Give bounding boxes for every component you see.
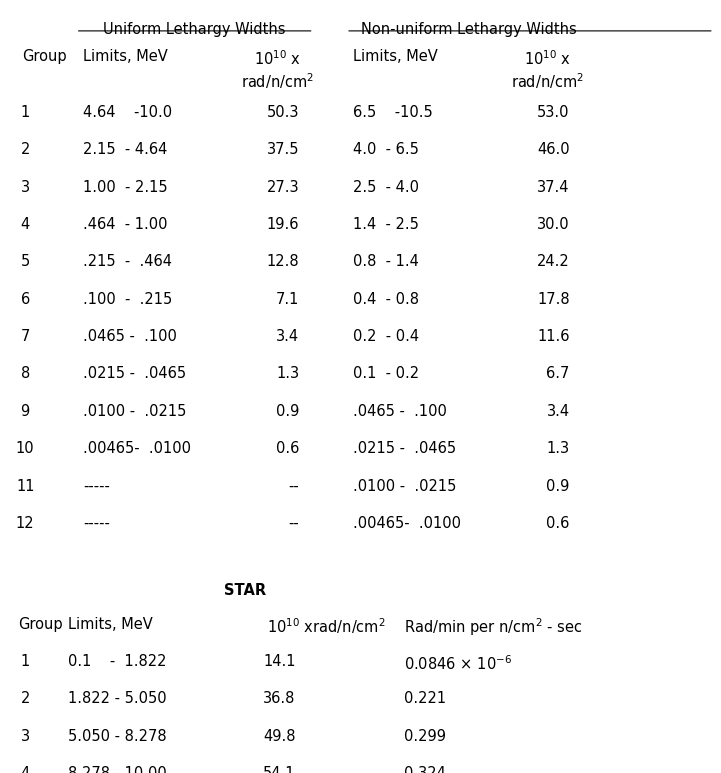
Text: 0.6: 0.6 <box>547 516 570 531</box>
Text: .00465-  .0100: .00465- .0100 <box>353 516 461 531</box>
Text: 7: 7 <box>20 329 30 344</box>
Text: 53.0: 53.0 <box>537 105 570 120</box>
Text: 1.00  - 2.15: 1.00 - 2.15 <box>83 179 167 195</box>
Text: 1.822 - 5.050: 1.822 - 5.050 <box>68 692 167 707</box>
Text: 0.4  - 0.8: 0.4 - 0.8 <box>353 291 420 307</box>
Text: 0.0846 $\times$ 10$^{-6}$: 0.0846 $\times$ 10$^{-6}$ <box>404 654 512 673</box>
Text: 1.3: 1.3 <box>547 441 570 456</box>
Text: Limits, MeV: Limits, MeV <box>353 49 438 64</box>
Text: 11.6: 11.6 <box>537 329 570 344</box>
Text: 12: 12 <box>16 516 35 531</box>
Text: 7.1: 7.1 <box>276 291 299 307</box>
Text: 11: 11 <box>16 478 35 493</box>
Text: -----: ----- <box>83 478 110 493</box>
Text: 1: 1 <box>21 105 30 120</box>
Text: 6: 6 <box>21 291 30 307</box>
Text: 2: 2 <box>20 142 30 157</box>
Text: 37.4: 37.4 <box>537 179 570 195</box>
Text: 0.6: 0.6 <box>276 441 299 456</box>
Text: 4.64    -10.0: 4.64 -10.0 <box>83 105 172 120</box>
Text: $10^{10}$ x
rad/n/cm$^2$: $10^{10}$ x rad/n/cm$^2$ <box>511 49 585 90</box>
Text: 0.9: 0.9 <box>547 478 570 493</box>
Text: 3: 3 <box>21 179 30 195</box>
Text: 46.0: 46.0 <box>537 142 570 157</box>
Text: 2.15  - 4.64: 2.15 - 4.64 <box>83 142 167 157</box>
Text: 19.6: 19.6 <box>267 217 299 232</box>
Text: 10: 10 <box>16 441 35 456</box>
Text: 0.1  - 0.2: 0.1 - 0.2 <box>353 366 420 381</box>
Text: $10^{10}$ xrad/n/cm$^2$: $10^{10}$ xrad/n/cm$^2$ <box>267 617 386 636</box>
Text: .0215 -  .0465: .0215 - .0465 <box>353 441 456 456</box>
Text: 0.9: 0.9 <box>276 404 299 419</box>
Text: 4: 4 <box>21 766 30 773</box>
Text: 6.7: 6.7 <box>547 366 570 381</box>
Text: 4: 4 <box>21 217 30 232</box>
Text: 49.8: 49.8 <box>263 729 296 744</box>
Text: 14.1: 14.1 <box>263 654 296 669</box>
Text: 24.2: 24.2 <box>537 254 570 269</box>
Text: .00465-  .0100: .00465- .0100 <box>83 441 191 456</box>
Text: .0100 -  .0215: .0100 - .0215 <box>353 478 456 493</box>
Text: 0.221: 0.221 <box>404 692 446 707</box>
Text: 1.4  - 2.5: 1.4 - 2.5 <box>353 217 419 232</box>
Text: Limits, MeV: Limits, MeV <box>68 617 154 632</box>
Text: .215  -  .464: .215 - .464 <box>83 254 172 269</box>
Text: 8.278 - 10.00: 8.278 - 10.00 <box>68 766 167 773</box>
Text: --: -- <box>288 478 299 493</box>
Text: $10^{10}$ x
rad/n/cm$^2$: $10^{10}$ x rad/n/cm$^2$ <box>241 49 314 90</box>
Text: Group: Group <box>18 617 63 632</box>
Text: 54.1: 54.1 <box>263 766 296 773</box>
Text: .100  -  .215: .100 - .215 <box>83 291 172 307</box>
Text: Uniform Lethargy Widths: Uniform Lethargy Widths <box>103 22 286 36</box>
Text: 12.8: 12.8 <box>267 254 299 269</box>
Text: 50.3: 50.3 <box>267 105 299 120</box>
Text: 27.3: 27.3 <box>267 179 299 195</box>
Text: .0465 -  .100: .0465 - .100 <box>353 404 447 419</box>
Text: 0.1    -  1.822: 0.1 - 1.822 <box>68 654 167 669</box>
Text: -----: ----- <box>83 516 110 531</box>
Text: 0.324: 0.324 <box>404 766 446 773</box>
Text: .0100 -  .0215: .0100 - .0215 <box>83 404 186 419</box>
Text: 3: 3 <box>21 729 30 744</box>
Text: .464  - 1.00: .464 - 1.00 <box>83 217 167 232</box>
Text: STAR: STAR <box>224 583 266 598</box>
Text: 1.3: 1.3 <box>276 366 299 381</box>
Text: Non-uniform Lethargy Widths: Non-uniform Lethargy Widths <box>360 22 577 36</box>
Text: 30.0: 30.0 <box>537 217 570 232</box>
Text: 0.8  - 1.4: 0.8 - 1.4 <box>353 254 419 269</box>
Text: 3.4: 3.4 <box>547 404 570 419</box>
Text: .0465 -  .100: .0465 - .100 <box>83 329 177 344</box>
Text: 37.5: 37.5 <box>267 142 299 157</box>
Text: 4.0  - 6.5: 4.0 - 6.5 <box>353 142 419 157</box>
Text: Rad/min per n/cm$^2$ - sec: Rad/min per n/cm$^2$ - sec <box>404 617 582 638</box>
Text: 2: 2 <box>20 692 30 707</box>
Text: 8: 8 <box>21 366 30 381</box>
Text: 17.8: 17.8 <box>537 291 570 307</box>
Text: 5: 5 <box>21 254 30 269</box>
Text: Group: Group <box>22 49 66 64</box>
Text: 36.8: 36.8 <box>263 692 296 707</box>
Text: 0.2  - 0.4: 0.2 - 0.4 <box>353 329 420 344</box>
Text: 0.299: 0.299 <box>404 729 446 744</box>
Text: Limits, MeV: Limits, MeV <box>83 49 168 64</box>
Text: 5.050 - 8.278: 5.050 - 8.278 <box>68 729 167 744</box>
Text: 1: 1 <box>21 654 30 669</box>
Text: 9: 9 <box>21 404 30 419</box>
Text: 6.5    -10.5: 6.5 -10.5 <box>353 105 433 120</box>
Text: 3.4: 3.4 <box>276 329 299 344</box>
Text: 2.5  - 4.0: 2.5 - 4.0 <box>353 179 420 195</box>
Text: .0215 -  .0465: .0215 - .0465 <box>83 366 186 381</box>
Text: --: -- <box>288 516 299 531</box>
